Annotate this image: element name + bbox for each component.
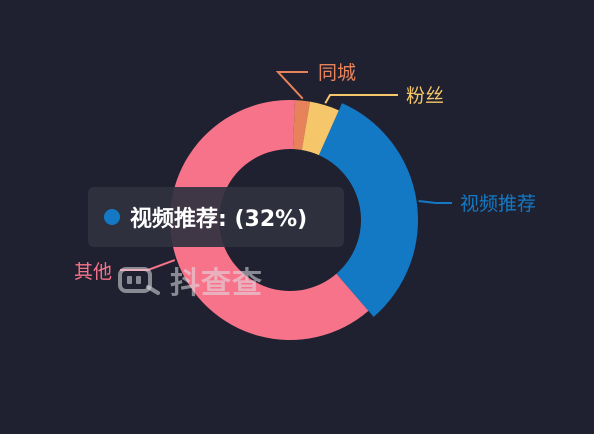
slice-同城[interactable] [292,100,311,150]
leader-line-粉丝 [324,94,398,104]
leader-line-同城 [275,71,308,100]
slice-粉丝[interactable] [301,101,339,156]
slice-label-视频推荐: 视频推荐 [460,193,536,215]
slice-其他[interactable] [170,100,369,341]
leader-line-视频推荐 [418,200,452,204]
tooltip: 视频推荐: (32%) [88,187,344,247]
slice-label-粉丝: 粉丝 [406,85,444,107]
watermark: 抖查查 [118,258,263,302]
slice-label-同城: 同城 [318,62,356,84]
tooltip-text: 视频推荐: (32%) [130,207,308,232]
watermark-text: 抖查查 [170,266,263,301]
watermark-logo-icon [118,267,160,295]
slice-视频推荐[interactable] [318,103,418,317]
slice-label-其他: 其他 [74,261,112,283]
tooltip-series-dot [104,209,120,225]
